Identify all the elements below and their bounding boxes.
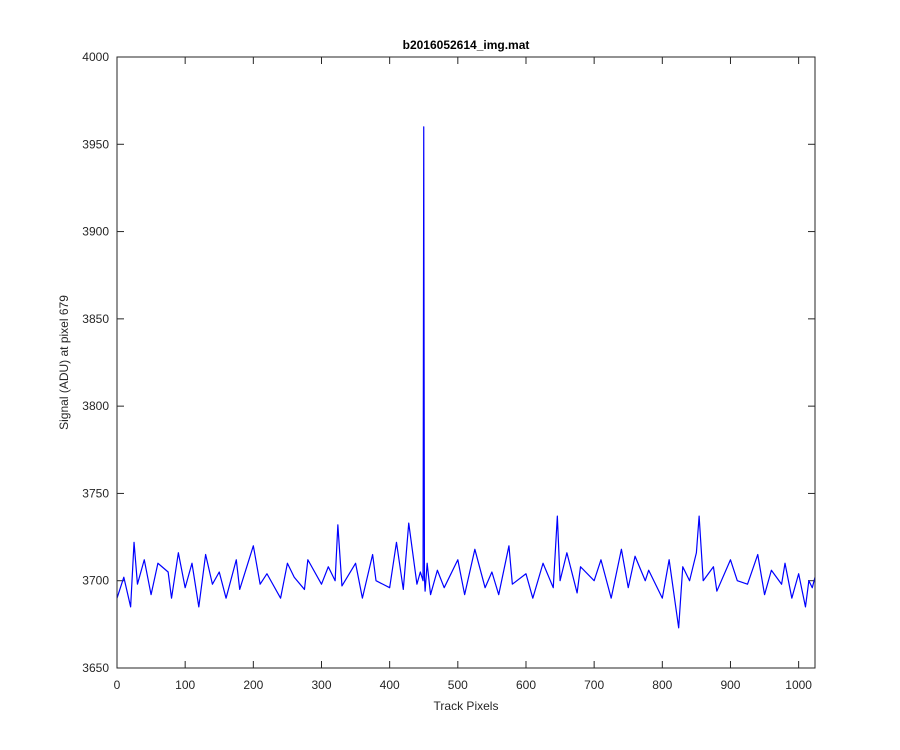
x-tick-label: 300 [311,678,331,692]
plot-area [117,57,815,668]
x-tick-label: 1000 [785,678,812,692]
y-tick-label: 3900 [82,225,109,239]
chart-title: b2016052614_img.mat [403,38,530,52]
y-tick-label: 3750 [82,486,109,500]
x-tick-label: 600 [516,678,536,692]
x-tick-label: 100 [175,678,195,692]
x-tick-label: 200 [243,678,263,692]
x-tick-label: 900 [720,678,740,692]
y-axis-label: Signal (ADU) at pixel 679 [57,295,71,430]
x-tick-label: 700 [584,678,604,692]
series-line [116,126,816,629]
x-tick-label: 400 [380,678,400,692]
x-axis: 0 100 200 300 400 500 600 700 800 900 1000 [114,57,812,692]
y-tick-label: 3650 [82,661,109,675]
y-tick-label: 3950 [82,137,109,151]
y-axis: 3650 3700 3750 3800 3850 3900 3950 4000 [82,50,815,675]
x-tick-label: 800 [652,678,672,692]
x-tick-label: 500 [448,678,468,692]
y-tick-label: 4000 [82,50,109,64]
x-tick-label: 0 [114,678,121,692]
plot-frame [116,56,816,669]
y-tick-label: 3850 [82,312,109,326]
x-axis-label: Track Pixels [434,699,499,713]
y-tick-label: 3800 [82,399,109,413]
y-tick-label: 3700 [82,574,109,588]
